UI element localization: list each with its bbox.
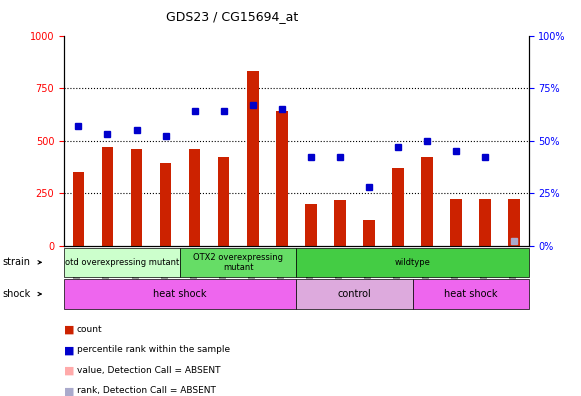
Text: strain: strain (3, 257, 31, 267)
Text: ■: ■ (64, 386, 74, 396)
Text: ■: ■ (64, 366, 74, 376)
Text: OTX2 overexpressing
mutant: OTX2 overexpressing mutant (193, 253, 283, 272)
Text: ■: ■ (64, 325, 74, 335)
Bar (392, 168, 404, 246)
Bar (73, 172, 84, 246)
Bar (363, 220, 375, 246)
Text: percentile rank within the sample: percentile rank within the sample (77, 345, 230, 354)
Text: control: control (338, 289, 371, 299)
Text: ■: ■ (64, 345, 74, 355)
Text: value, Detection Call = ABSENT: value, Detection Call = ABSENT (77, 366, 220, 375)
Text: rank, Detection Call = ABSENT: rank, Detection Call = ABSENT (77, 386, 216, 396)
Bar (508, 199, 520, 246)
Bar (305, 204, 317, 246)
Bar (479, 199, 491, 246)
Bar (247, 71, 259, 246)
Text: GDS23 / CG15694_at: GDS23 / CG15694_at (166, 10, 299, 23)
Bar (218, 157, 229, 246)
Bar (102, 147, 113, 246)
Bar (450, 199, 462, 246)
Bar (276, 111, 288, 246)
Bar (160, 163, 171, 246)
Text: heat shock: heat shock (444, 289, 497, 299)
Text: shock: shock (3, 289, 31, 299)
Bar (189, 149, 200, 246)
Text: wildtype: wildtype (394, 258, 431, 267)
Bar (334, 200, 346, 246)
Bar (131, 149, 142, 246)
Text: count: count (77, 325, 102, 334)
Text: otd overexpressing mutant: otd overexpressing mutant (65, 258, 179, 267)
Text: heat shock: heat shock (153, 289, 207, 299)
Bar (421, 157, 433, 246)
